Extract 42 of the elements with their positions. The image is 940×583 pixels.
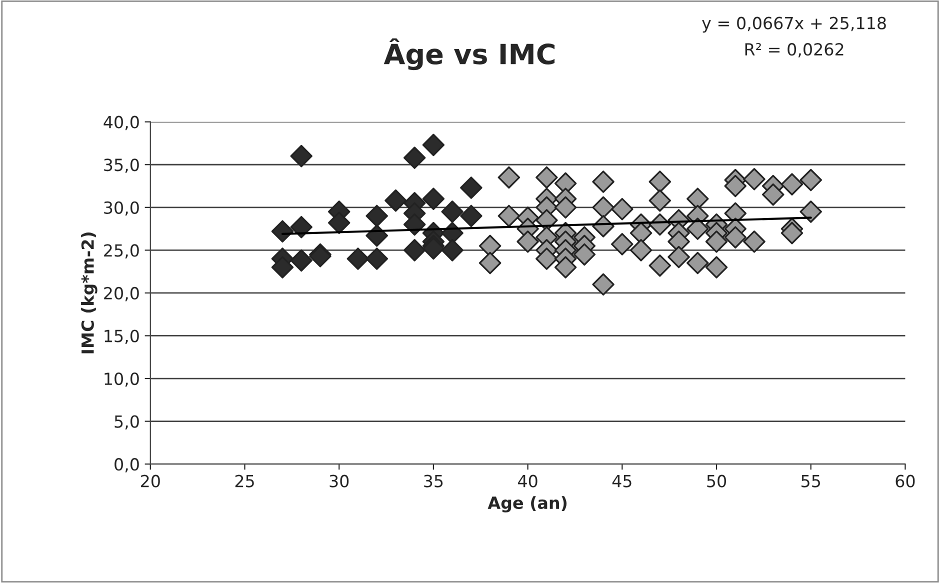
x-tick-label: 25 xyxy=(235,474,254,488)
x-tick-label: 40 xyxy=(518,474,538,488)
y-tick-label: 0,0 xyxy=(114,458,139,472)
y-tick-label: 30,0 xyxy=(104,201,139,216)
point xyxy=(403,146,426,169)
chart-title: Âge vs IMC xyxy=(384,38,555,70)
point xyxy=(441,200,464,223)
point xyxy=(366,248,388,270)
point xyxy=(403,213,426,236)
y-tick-label: 40,0 xyxy=(104,116,139,130)
point xyxy=(290,216,312,238)
y-tick-label: 25,0 xyxy=(104,244,139,258)
x-axis-title: Age (an) xyxy=(488,496,567,512)
point xyxy=(366,204,388,228)
point xyxy=(346,248,370,270)
y-axis-title: IMC (kg*m-2) xyxy=(81,232,98,354)
x-tick-label: 50 xyxy=(707,474,726,488)
x-tick-label: 30 xyxy=(330,474,349,488)
point xyxy=(460,204,482,228)
point xyxy=(290,249,312,272)
point xyxy=(422,188,445,210)
point xyxy=(441,239,464,262)
point xyxy=(403,239,426,262)
point xyxy=(271,220,294,242)
y-tick-label: 15,0 xyxy=(104,330,139,344)
y-tick-label: 20,0 xyxy=(104,286,139,302)
y-tick-label: 5,0 xyxy=(114,415,139,430)
point xyxy=(271,256,294,278)
point xyxy=(460,176,482,199)
point xyxy=(290,144,312,168)
x-tick-label: 35 xyxy=(424,474,443,488)
y-tick-label: 10,0 xyxy=(104,372,139,387)
text: R² = 0,0262 xyxy=(745,43,844,58)
x-tick-label: 20 xyxy=(141,474,160,488)
x-tick-label: 45 xyxy=(612,475,632,488)
text: y = 0,0667x + 25,118 xyxy=(702,16,886,33)
point xyxy=(328,212,350,234)
y-tick-label: 35,0 xyxy=(104,158,139,173)
point xyxy=(422,134,445,156)
point xyxy=(384,189,407,212)
x-tick-label: 60 xyxy=(896,474,915,488)
x-tick-label: 55 xyxy=(802,475,820,488)
